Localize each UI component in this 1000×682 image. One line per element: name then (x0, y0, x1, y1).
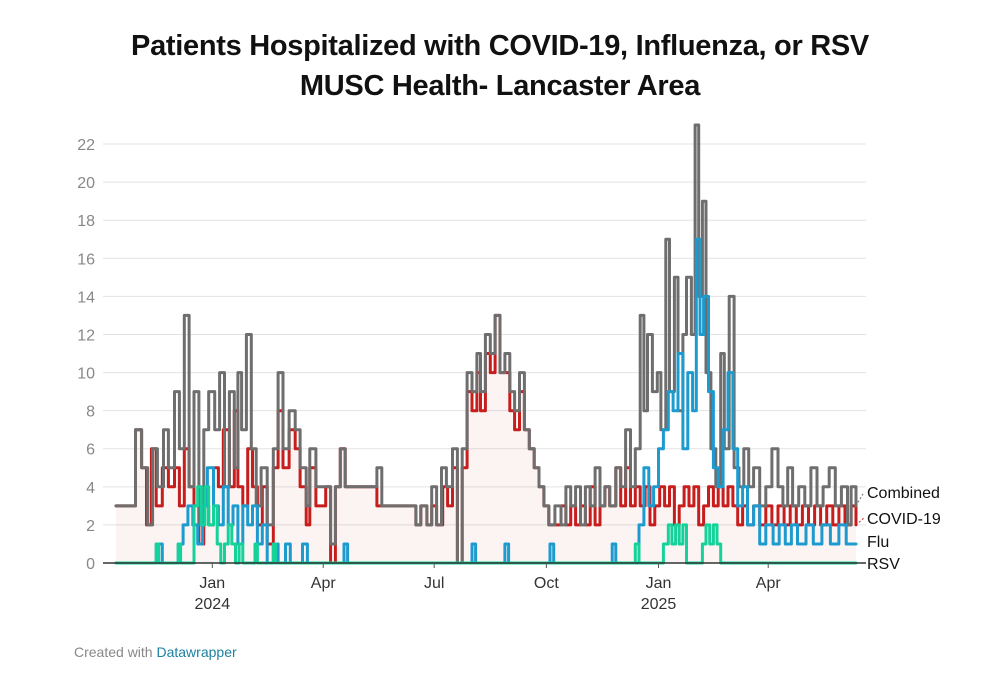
x-tick-label: Jan (199, 575, 225, 592)
covid-19-label-connector (855, 517, 865, 526)
rsv-label: RSV (867, 556, 900, 573)
direct-labels: Combined COVID-19 Flu RSV (855, 485, 941, 573)
x-tick-label: Apr (311, 575, 337, 592)
x-tick-label: Jul (424, 575, 444, 592)
combined-label-connector (855, 491, 865, 507)
chart-title-block: Patients Hospitalized with COVID-19, Inf… (0, 26, 1000, 106)
x-axis: Jan 2024 Apr Jul Oct Jan 2025 Apr (103, 562, 866, 613)
flu-label: Flu (867, 534, 889, 551)
x-tick-label: Apr (756, 575, 782, 592)
combined-line (114, 123, 858, 565)
y-tick-label: 20 (77, 175, 95, 192)
gridlines (103, 143, 866, 526)
y-axis-ticks: 0 2 4 6 8 10 12 14 16 18 20 22 (77, 137, 95, 573)
x-tick-label: Jan (646, 575, 672, 592)
combined-label: Combined (867, 485, 940, 502)
y-tick-label: 8 (86, 404, 95, 421)
datawrapper-link[interactable]: Datawrapper (156, 644, 237, 660)
y-tick-label: 12 (77, 327, 95, 344)
covid-19-line (114, 313, 858, 565)
y-tick-label: 4 (86, 480, 95, 497)
x-tick-year-label: 2025 (641, 596, 677, 613)
y-tick-label: 2 (86, 518, 95, 535)
footer-prefix: Created with (74, 644, 153, 660)
y-tick-label: 18 (77, 213, 95, 230)
footer-credit: Created with Datawrapper (74, 644, 237, 660)
y-tick-label: 6 (86, 442, 95, 459)
y-tick-label: 14 (77, 289, 95, 306)
y-tick-label: 0 (86, 556, 95, 573)
x-tick-year-label: 2024 (195, 596, 231, 613)
x-tick-label: Oct (534, 575, 559, 592)
y-tick-label: 22 (77, 137, 95, 154)
flu-line (114, 237, 858, 565)
chart-title: Patients Hospitalized with COVID-19, Inf… (131, 30, 869, 62)
covid-19-label: COVID-19 (867, 511, 941, 528)
y-tick-label: 16 (77, 251, 95, 268)
y-tick-label: 10 (77, 366, 95, 383)
chart-subtitle: MUSC Health- Lancaster Area (299, 70, 701, 102)
